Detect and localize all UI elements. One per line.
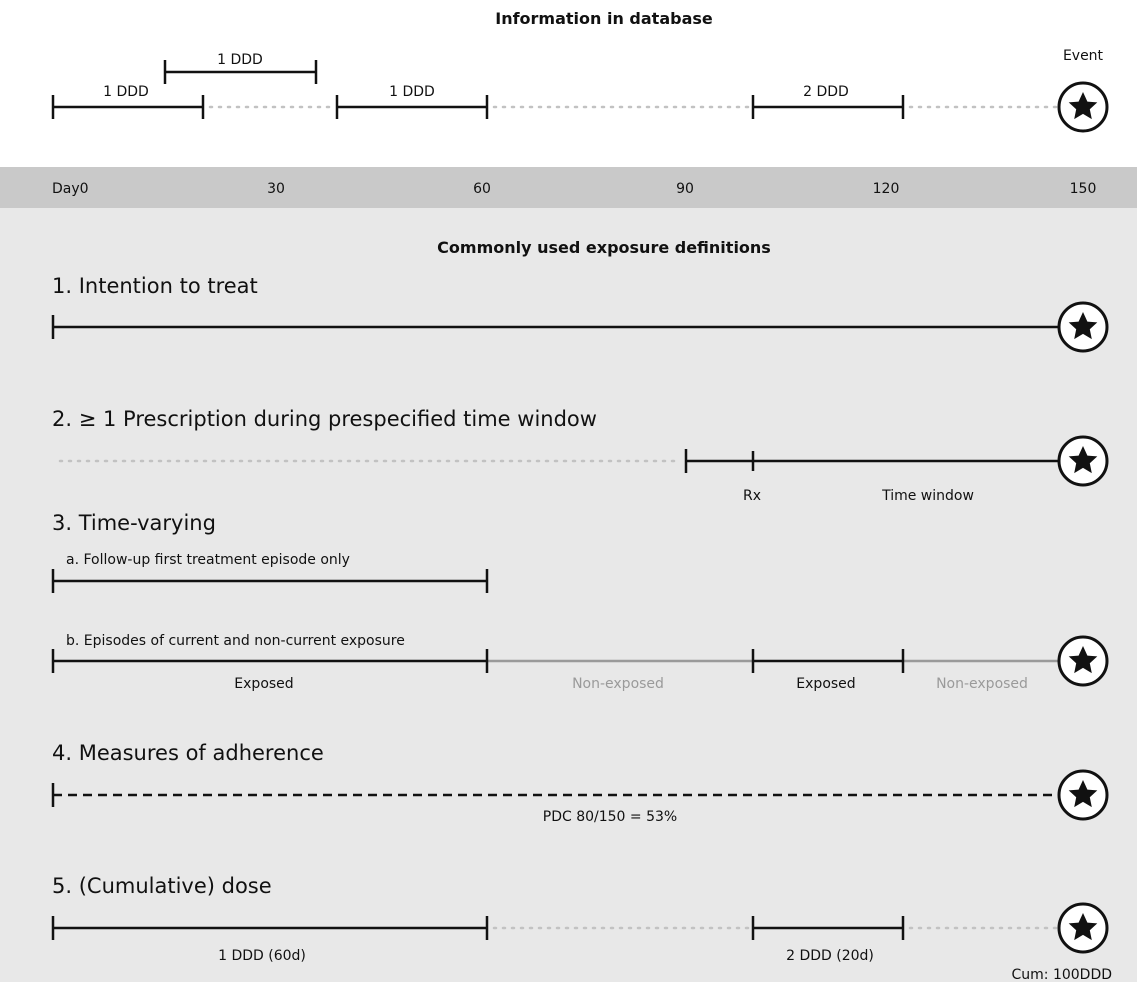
event-icon [1057,81,1109,133]
rx-label: Rx [743,488,761,504]
adherence-line [51,783,1059,807]
axis-tick-60: 60 [473,181,491,197]
axis-tick-day0: Day0 [52,181,89,197]
dose-segment-2-label: 2 DDD (20d) [786,948,874,964]
time-varying-event-icon [1057,635,1109,687]
itt-heading: 1. Intention to treat [52,274,258,298]
prescription-1-dose: 1 DDD [103,84,149,100]
time-varying-b-label: b. Episodes of current and non-current e… [66,633,405,649]
prescription-window-heading: 2. ≥ 1 Prescription during prespecified … [52,407,597,431]
axis-tick-150: 150 [1070,181,1097,197]
itt-line [51,315,1059,339]
episode-state-4: Non-exposed [936,676,1028,692]
database-title: Information in database [495,9,713,28]
first-episode-line [51,569,489,593]
cumulative-total-label: Cum: 100DDD [1011,967,1112,982]
prescription-2: 1 DDD [163,52,318,84]
prescription-2-dose: 1 DDD [217,52,263,68]
axis-tick-90: 90 [676,181,694,197]
time-window-label: Time window [881,488,974,504]
time-varying-heading: 3. Time-varying [52,511,216,535]
axis-tick-30: 30 [267,181,285,197]
time-varying-a-label: a. Follow-up first treatment episode onl… [66,552,350,568]
prescription-3-dose: 1 DDD [389,84,435,100]
event-label: Event [1063,48,1104,64]
episodes-line [51,649,1059,673]
adherence-event-icon [1057,769,1109,821]
day-axis-band [0,167,1137,208]
prescription-1: 1 DDD [51,84,205,119]
prescription-window-event-icon [1057,435,1109,487]
itt-event-icon [1057,301,1109,353]
episode-state-1: Exposed [234,676,293,692]
episode-state-2: Non-exposed [572,676,664,692]
prescription-4-dose: 2 DDD [803,84,849,100]
dose-segment-2 [751,916,905,940]
adherence-heading: 4. Measures of adherence [52,741,324,765]
definitions-background [0,208,1137,982]
pdc-label: PDC 80/150 = 53% [543,809,677,825]
dose-segment-1 [51,916,489,940]
prescription-4: 2 DDD [751,84,905,119]
cumulative-dose-heading: 5. (Cumulative) dose [52,874,272,898]
prescription-3: 1 DDD [335,84,489,119]
axis-tick-120: 120 [873,181,900,197]
definitions-title: Commonly used exposure definitions [437,238,771,257]
cumulative-dose-event-icon [1057,902,1109,954]
dose-segment-1-label: 1 DDD (60d) [218,948,306,964]
episode-state-3: Exposed [796,676,855,692]
time-window-line [684,449,1059,473]
